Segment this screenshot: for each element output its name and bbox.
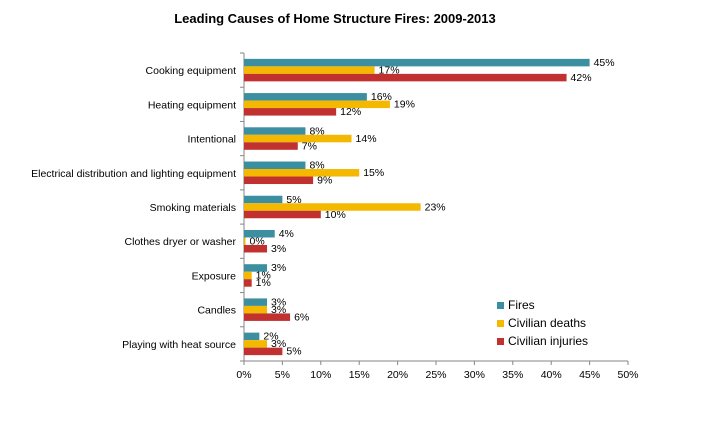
bar-civilian-deaths: [244, 100, 390, 109]
data-label-civilian-injuries: 5%: [286, 346, 301, 358]
x-tick-label: 10%: [310, 369, 331, 381]
data-label-civilian-injuries: 10%: [325, 209, 346, 221]
data-label-civilian-deaths: 1%: [256, 270, 271, 282]
x-tick-label: 20%: [387, 369, 408, 381]
bar-civilian-deaths: [244, 169, 360, 177]
data-label-civilian-deaths: 23%: [425, 201, 446, 213]
bar-civilian-injuries: [244, 347, 283, 356]
data-label-fires: 2%: [263, 331, 278, 343]
bar-civilian-injuries: [244, 279, 252, 287]
data-label-fires: 45%: [594, 57, 615, 69]
category-label: Electrical distribution and lighting equ…: [31, 168, 236, 180]
data-label-civilian-injuries: 9%: [317, 175, 332, 187]
category-label: Smoking materials: [150, 202, 236, 214]
legend-item-civilian-injuries: Civilian injuries: [497, 332, 588, 350]
data-label-fires: 5%: [286, 194, 301, 206]
legend-swatch-fires: [497, 301, 504, 309]
data-label-civilian-deaths: 3%: [271, 304, 286, 316]
bar-fires: [244, 264, 268, 272]
bar-civilian-deaths: [244, 66, 375, 74]
data-label-civilian-injuries: 1%: [256, 277, 271, 289]
x-tick-label: 15%: [349, 369, 370, 381]
data-label-fires: 8%: [309, 125, 324, 137]
data-label-fires: 4%: [279, 228, 294, 240]
x-tick-label: 25%: [425, 369, 446, 381]
category-label: Cooking equipment: [146, 65, 237, 77]
x-tick-label: 5%: [275, 369, 290, 381]
data-label-civilian-deaths: 14%: [356, 133, 377, 145]
x-tick-label: 40%: [541, 369, 562, 381]
bar-civilian-injuries: [244, 244, 268, 253]
legend-item-civilian-deaths: Civilian deaths: [497, 314, 588, 332]
bar-fires: [244, 127, 306, 135]
data-label-civilian-deaths: 3%: [271, 338, 286, 350]
legend-label-fires: Fires: [508, 298, 535, 312]
x-tick-label: 30%: [464, 369, 485, 381]
data-label-civilian-injuries: 42%: [571, 72, 592, 84]
bar-civilian-injuries: [244, 210, 321, 219]
bar-civilian-injuries: [244, 176, 314, 185]
bar-civilian-deaths: [244, 237, 246, 245]
bar-civilian-deaths: [244, 340, 268, 348]
bar-civilian-deaths: [244, 271, 252, 280]
category-label: Playing with heat source: [122, 339, 236, 351]
data-label-civilian-injuries: 6%: [294, 311, 309, 323]
bar-fires: [244, 93, 367, 101]
data-label-civilian-injuries: 12%: [340, 106, 361, 118]
bar-civilian-injuries: [244, 73, 567, 82]
x-tick-label: 45%: [579, 369, 600, 381]
legend-swatch-civilian-deaths: [497, 319, 504, 327]
data-label-civilian-deaths: 19%: [394, 99, 415, 111]
bar-fires: [244, 195, 283, 204]
data-label-fires: 3%: [271, 262, 286, 274]
bar-fires: [244, 58, 590, 67]
legend-swatch-civilian-injuries: [497, 337, 504, 345]
bar-civilian-injuries: [244, 142, 298, 150]
bar-fires: [244, 298, 268, 306]
category-label: Exposure: [192, 270, 237, 282]
data-label-fires: 8%: [309, 160, 324, 172]
legend: Fires Civilian deaths Civilian injuries: [497, 296, 588, 350]
bar-civilian-injuries: [244, 313, 291, 321]
bar-civilian-deaths: [244, 305, 268, 314]
bar-civilian-deaths: [244, 134, 352, 143]
data-label-civilian-deaths: 17%: [379, 64, 400, 76]
legend-label-civilian-injuries: Civilian injuries: [508, 334, 589, 348]
category-label: Intentional: [188, 134, 236, 146]
data-label-civilian-deaths: 15%: [363, 167, 384, 179]
data-label-civilian-injuries: 3%: [271, 243, 286, 255]
legend-item-fires: Fires: [497, 296, 588, 314]
x-tick-label: 35%: [502, 369, 523, 381]
data-label-civilian-injuries: 7%: [302, 140, 317, 152]
bar-fires: [244, 332, 260, 341]
bar-civilian-injuries: [244, 108, 337, 116]
category-label: Clothes dryer or washer: [125, 236, 237, 248]
bar-fires: [244, 229, 275, 238]
category-label: Heating equipment: [148, 99, 236, 111]
x-tick-label: 0%: [236, 369, 251, 381]
data-label-fires: 16%: [371, 91, 392, 103]
data-label-civilian-deaths: 0%: [250, 235, 265, 247]
x-tick-label: 50%: [617, 369, 638, 381]
category-label: Candles: [197, 305, 236, 317]
chart-title: Leading Causes of Home Structure Fires: …: [174, 11, 496, 26]
legend-label-civilian-deaths: Civilian deaths: [508, 316, 587, 330]
bar-civilian-deaths: [244, 203, 421, 211]
bar-fires: [244, 161, 306, 170]
data-label-fires: 3%: [271, 296, 286, 308]
